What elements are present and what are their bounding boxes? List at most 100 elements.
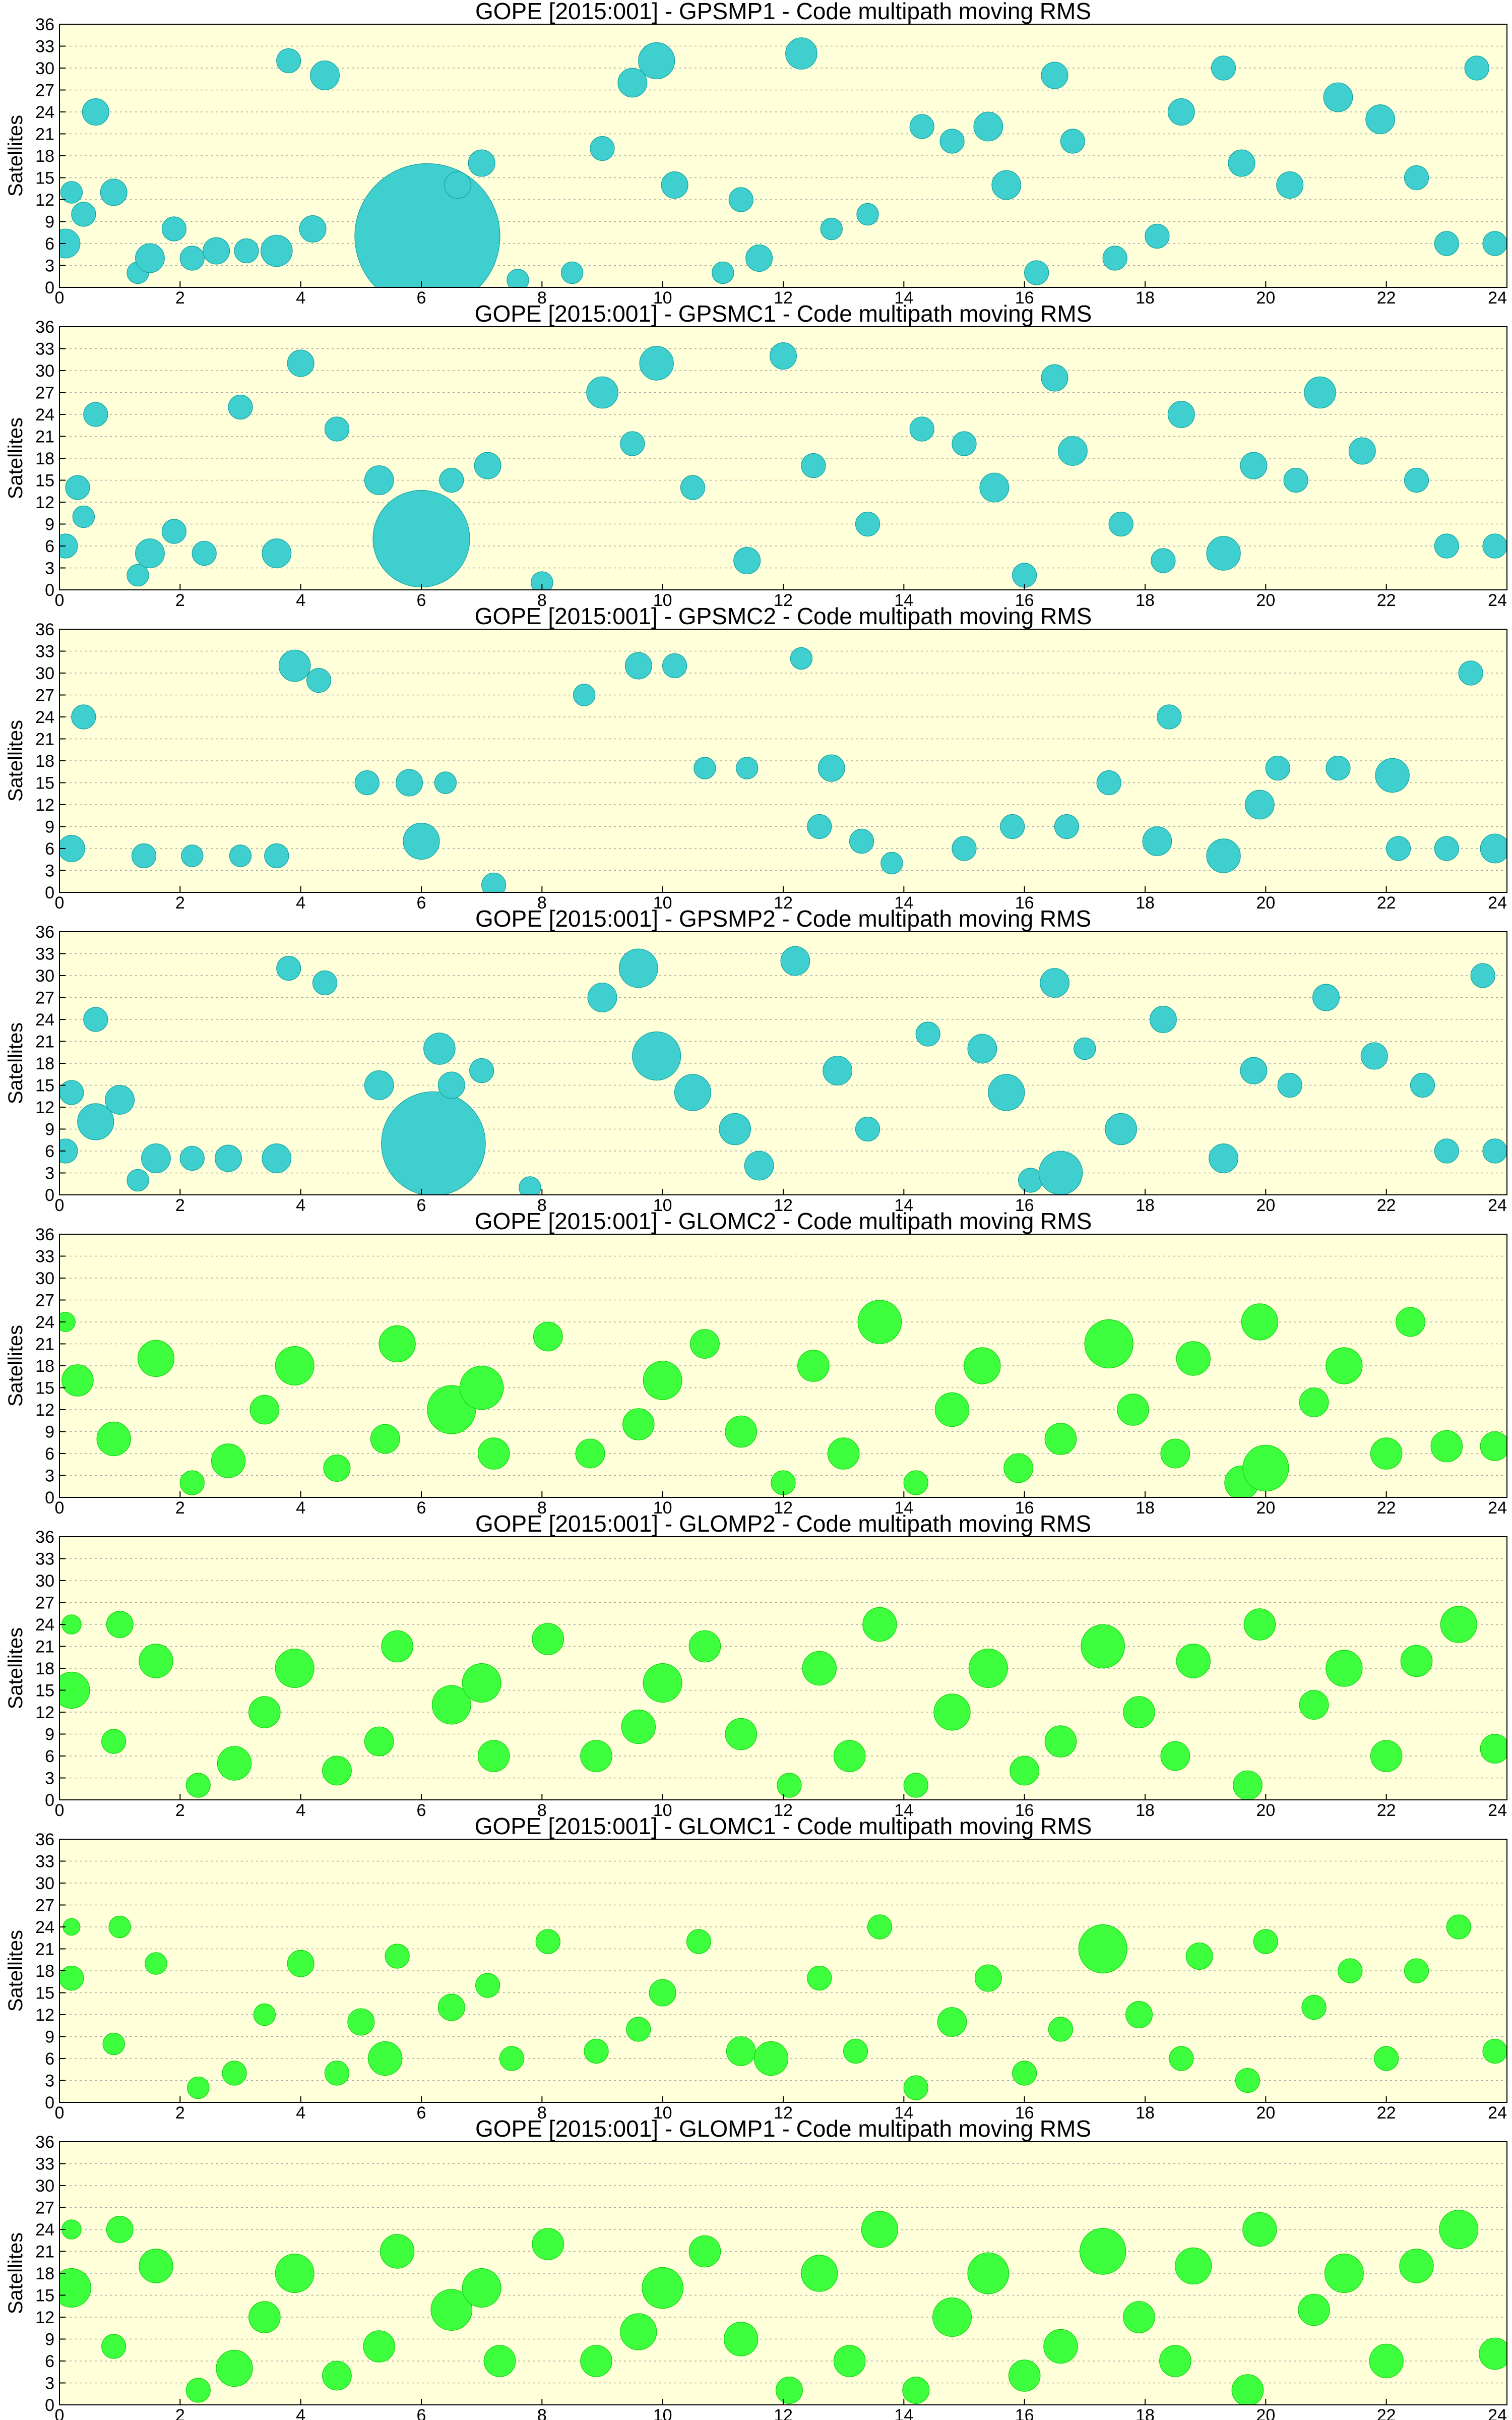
data-point	[1185, 1943, 1213, 1970]
data-point	[1169, 2046, 1194, 2071]
y-tick-label: 9	[45, 2330, 54, 2349]
y-tick-label: 3	[45, 2374, 54, 2393]
data-point	[1040, 968, 1069, 998]
y-axis-label: Satellites	[5, 720, 27, 802]
data-point	[105, 1085, 135, 1115]
data-point	[444, 171, 471, 199]
data-point	[849, 828, 874, 854]
data-point	[1430, 1430, 1463, 1463]
data-point	[1299, 1387, 1329, 1417]
data-point	[662, 653, 687, 679]
data-point	[991, 170, 1022, 200]
data-point	[1370, 1740, 1403, 1772]
data-point	[1206, 536, 1241, 571]
data-point	[1369, 2343, 1404, 2379]
x-tick-label: 12	[774, 893, 793, 913]
y-tick-label: 30	[35, 1269, 54, 1288]
x-tick-label: 24	[1488, 591, 1507, 610]
data-point	[474, 452, 501, 479]
data-point	[621, 1709, 656, 1744]
data-point	[638, 42, 675, 80]
data-point	[469, 1058, 494, 1083]
x-tick-label: 12	[774, 288, 793, 308]
x-tick-label: 2	[175, 288, 185, 308]
data-point	[139, 2249, 173, 2283]
data-point	[1041, 62, 1068, 89]
data-point	[135, 243, 165, 273]
data-point	[586, 376, 618, 409]
x-tick-label: 0	[55, 2406, 65, 2420]
x-tick-label: 2	[175, 2406, 185, 2420]
data-point	[733, 547, 761, 574]
data-point	[1283, 467, 1308, 493]
x-tick-label: 16	[1015, 893, 1034, 913]
chart-panel-5: GOPE [2015:001] - GLOMC2 - Code multipat…	[5, 1208, 1507, 1518]
data-point	[475, 1973, 500, 1998]
y-tick-label: 36	[35, 1830, 54, 1849]
data-point	[939, 129, 965, 154]
x-tick-label: 4	[296, 1801, 305, 1820]
data-point	[1365, 104, 1396, 134]
x-tick-label: 24	[1488, 1498, 1507, 1518]
data-point	[690, 1329, 720, 1359]
y-tick-label: 12	[35, 1098, 54, 1117]
x-tick-label: 2	[175, 1196, 185, 1215]
data-point	[967, 1034, 997, 1064]
data-point	[364, 465, 394, 495]
data-point	[145, 1952, 167, 1975]
y-tick-label: 12	[35, 2006, 54, 2025]
y-tick-label: 3	[45, 862, 54, 881]
chart-panel-3: GOPE [2015:001] - GPSMC2 - Code multipat…	[5, 603, 1507, 913]
x-tick-label: 14	[894, 1196, 913, 1215]
x-tick-label: 20	[1256, 1498, 1275, 1518]
data-point	[106, 2216, 134, 2244]
data-point	[1396, 1307, 1425, 1337]
data-point	[179, 246, 205, 271]
data-points	[59, 2210, 1507, 2405]
data-point	[725, 1718, 758, 1750]
y-tick-label: 0	[45, 1488, 54, 1507]
chart-panel-8: GOPE [2015:001] - GLOMP1 - Code multipat…	[5, 2115, 1507, 2420]
data-point	[131, 843, 157, 869]
x-tick-label: 20	[1256, 591, 1275, 610]
y-tick-label: 9	[45, 213, 54, 232]
data-point	[1240, 1057, 1268, 1084]
data-point	[276, 955, 301, 981]
data-point	[364, 1070, 394, 1100]
data-point	[988, 1074, 1025, 1111]
y-tick-label: 33	[35, 37, 54, 56]
data-point	[1243, 1608, 1276, 1641]
data-point	[248, 1696, 281, 1728]
y-tick-label: 21	[35, 1033, 54, 1052]
data-point	[287, 349, 314, 377]
data-point	[248, 2301, 281, 2333]
data-point	[933, 1693, 971, 1731]
data-point	[228, 394, 253, 420]
data-point	[278, 649, 311, 682]
chart-panel-7: GOPE [2015:001] - GLOMC1 - Code multipat…	[5, 1813, 1507, 2123]
data-point	[141, 1143, 171, 1173]
x-tick-label: 8	[537, 1498, 547, 1518]
data-point	[952, 836, 977, 861]
x-tick-label: 2	[175, 893, 185, 913]
y-tick-label: 12	[35, 1401, 54, 1420]
data-point	[967, 2252, 1010, 2294]
data-point	[952, 431, 977, 456]
x-tick-label: 14	[894, 591, 913, 610]
data-point	[902, 2377, 930, 2404]
data-point	[1048, 2017, 1074, 2042]
y-tick-label: 0	[45, 278, 54, 297]
y-tick-label: 6	[45, 1747, 54, 1766]
data-point	[59, 1965, 84, 1991]
data-point	[62, 1918, 81, 1936]
data-point	[785, 37, 817, 70]
x-tick-label: 20	[1256, 2406, 1275, 2420]
data-point	[396, 769, 423, 797]
data-point	[1439, 2210, 1479, 2250]
data-point	[535, 1929, 560, 1954]
data-point	[1370, 1437, 1403, 1470]
data-point	[403, 822, 440, 860]
data-point	[1080, 2228, 1126, 2275]
data-point	[1078, 1924, 1127, 1974]
data-point	[380, 2234, 415, 2269]
